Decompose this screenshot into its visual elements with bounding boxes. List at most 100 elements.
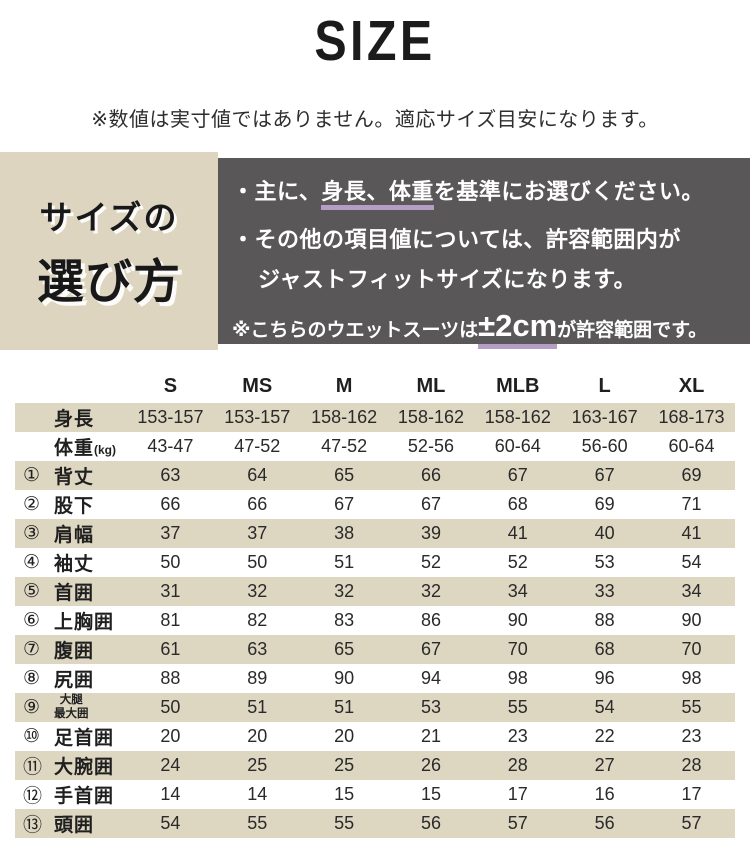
size-column-header: S bbox=[163, 375, 178, 397]
measurement-value-cell: 98 bbox=[681, 668, 702, 688]
measurement-value-cell: 25 bbox=[334, 755, 355, 775]
measurement-label-cell: 体重(kg) bbox=[15, 432, 127, 461]
measurement-value-cell: 66 bbox=[420, 465, 441, 485]
measurement-value-cell: 67 bbox=[507, 465, 528, 485]
measurement-value-cell: 20 bbox=[334, 726, 355, 746]
measurement-value-cell: 20 bbox=[160, 726, 181, 746]
bullet1-prefix: ・主に、 bbox=[232, 179, 322, 204]
measurement-label-cell: ② 股下 bbox=[15, 490, 127, 519]
measurement-label: 頭囲 bbox=[54, 815, 95, 836]
measurement-value-cell: 86 bbox=[420, 610, 441, 630]
measurement-value-cell: 83 bbox=[334, 610, 355, 630]
measurement-value-cell: 41 bbox=[681, 523, 702, 543]
table-row: ⑥ 上胸囲 81 82 83 86 90 88 90 bbox=[15, 606, 735, 635]
guide-heading-line1: サイズの bbox=[39, 198, 179, 236]
measurement-value-cell: 50 bbox=[160, 552, 181, 572]
measurement-value-cell: 32 bbox=[334, 581, 355, 601]
measurement-value-cell: 25 bbox=[247, 755, 268, 775]
measurement-value-cell: 96 bbox=[594, 668, 615, 688]
measurement-label-cell: ⑦ 腹囲 bbox=[15, 635, 127, 664]
size-column-header: MLB bbox=[496, 375, 540, 397]
measurement-value-cell: 15 bbox=[420, 784, 441, 804]
measurement-value-cell: 88 bbox=[594, 610, 615, 630]
table-row: 身長 153-157 153-157 158-162 158-162 158-162 163… bbox=[15, 403, 735, 432]
measurement-value-cell: 63 bbox=[160, 465, 181, 485]
table-row: ① 背丈 63 64 65 66 67 67 69 bbox=[15, 461, 735, 490]
measurement-label-cell: ⑧ 尻囲 bbox=[15, 664, 127, 693]
corner-cell bbox=[15, 370, 127, 403]
measurement-value-cell: 51 bbox=[334, 697, 355, 717]
size-table-body: 身長 153-157 153-157 158-162 158-162 158-162 163… bbox=[15, 403, 735, 838]
table-row: ② 股下 66 66 67 67 68 69 71 bbox=[15, 490, 735, 519]
measurement-label: 上胸囲 bbox=[54, 612, 115, 633]
tolerance-note: ※こちらのウエットスーツは±2cmが許容範囲です。 bbox=[232, 308, 742, 349]
table-row: ⑫ 手首囲 14 14 15 15 17 16 17 bbox=[15, 780, 735, 809]
measurement-value-cell: 168-173 bbox=[658, 407, 725, 427]
size-column-header: XL bbox=[678, 375, 705, 397]
measurement-value-cell: 21 bbox=[420, 726, 441, 746]
measurement-value-cell: 88 bbox=[160, 668, 181, 688]
measurement-label-cell: ⑪ 大腕囲 bbox=[15, 751, 127, 780]
measurement-label: 手首囲 bbox=[54, 786, 115, 807]
measurement-label: 股下 bbox=[54, 496, 95, 517]
measurement-value-cell: 54 bbox=[681, 552, 702, 572]
measurement-value-cell: 81 bbox=[160, 610, 181, 630]
measurement-value-cell: 23 bbox=[681, 726, 702, 746]
page-title: SIZE bbox=[314, 9, 436, 73]
measurement-label-cell: ⑫ 手首囲 bbox=[15, 780, 127, 809]
row-number: ① bbox=[23, 465, 41, 486]
guide-bullet-1: ・主に、身長、体重を基準にお選びください。 bbox=[232, 174, 742, 210]
measurement-value-cell: 55 bbox=[507, 697, 528, 717]
measurement-value-cell: 32 bbox=[420, 581, 441, 601]
measurement-label: 大腿 最大囲 bbox=[54, 693, 89, 720]
guide-bullet-2-line2: ジャストフィットサイズになります。 bbox=[258, 267, 637, 292]
table-row: ⑦ 腹囲 61 63 65 67 70 68 70 bbox=[15, 635, 735, 664]
measurement-value-cell: 14 bbox=[160, 784, 181, 804]
measurement-value-cell: 28 bbox=[507, 755, 528, 775]
row-number: ⑨ bbox=[23, 697, 41, 718]
row-number: ⑪ bbox=[23, 757, 43, 778]
measurement-value-cell: 51 bbox=[247, 697, 268, 717]
measurement-value-cell: 56 bbox=[420, 813, 441, 833]
row-number: ⑤ bbox=[23, 581, 41, 602]
tolerance-suffix: が許容範囲です。 bbox=[557, 320, 708, 341]
measurement-value-cell: 55 bbox=[247, 813, 268, 833]
measurement-value-cell: 32 bbox=[247, 581, 268, 601]
size-column-header: MS bbox=[242, 375, 273, 397]
measurement-label: 背丈 bbox=[54, 467, 95, 488]
table-row: ④ 袖丈 50 50 51 52 52 53 54 bbox=[15, 548, 735, 577]
measurement-label: 腹囲 bbox=[54, 641, 95, 662]
measurement-value-cell: 23 bbox=[507, 726, 528, 746]
row-number: ④ bbox=[23, 552, 41, 573]
measurement-value-cell: 67 bbox=[420, 494, 441, 514]
measurement-value-cell: 65 bbox=[334, 465, 355, 485]
measurement-value-cell: 57 bbox=[507, 813, 528, 833]
measurement-value-cell: 17 bbox=[681, 784, 702, 804]
measurement-value-cell: 158-162 bbox=[311, 407, 378, 427]
measurement-label-cell: ③ 肩幅 bbox=[15, 519, 127, 548]
size-table: S MS M ML MLB L XL 身長 153-157 153-157 158-162 158-… bbox=[15, 370, 735, 838]
measurement-value-cell: 153-157 bbox=[224, 407, 291, 427]
measurement-value-cell: 50 bbox=[160, 697, 181, 717]
measurement-label: 足首囲 bbox=[54, 728, 115, 749]
measurement-value-cell: 54 bbox=[594, 697, 615, 717]
measurement-value-cell: 90 bbox=[507, 610, 528, 630]
measurement-label-cell: ⑬ 頭囲 bbox=[15, 809, 127, 838]
measurement-value-cell: 82 bbox=[247, 610, 268, 630]
measurement-value-cell: 24 bbox=[160, 755, 181, 775]
measurement-value-cell: 60-64 bbox=[668, 436, 715, 456]
table-row: ⑧ 尻囲 88 89 90 94 98 96 98 bbox=[15, 664, 735, 693]
measurement-value-cell: 34 bbox=[681, 581, 702, 601]
measurement-value-cell: 37 bbox=[247, 523, 268, 543]
table-row: ⑬ 頭囲 54 55 55 56 57 56 57 bbox=[15, 809, 735, 838]
measurement-value-cell: 20 bbox=[247, 726, 268, 746]
measurement-value-cell: 63 bbox=[247, 639, 268, 659]
table-row: ③ 肩幅 37 37 38 39 41 40 41 bbox=[15, 519, 735, 548]
measurement-value-cell: 54 bbox=[160, 813, 181, 833]
measurement-value-cell: 153-157 bbox=[137, 407, 204, 427]
measurement-value-cell: 56-60 bbox=[581, 436, 628, 456]
size-guide-banner: サイズの 選び方 ・主に、身長、体重を基準にお選びください。 ・その他の項目値に… bbox=[0, 152, 750, 350]
measurement-value-cell: 40 bbox=[594, 523, 615, 543]
measurement-value-cell: 89 bbox=[247, 668, 268, 688]
measurement-value-cell: 26 bbox=[420, 755, 441, 775]
